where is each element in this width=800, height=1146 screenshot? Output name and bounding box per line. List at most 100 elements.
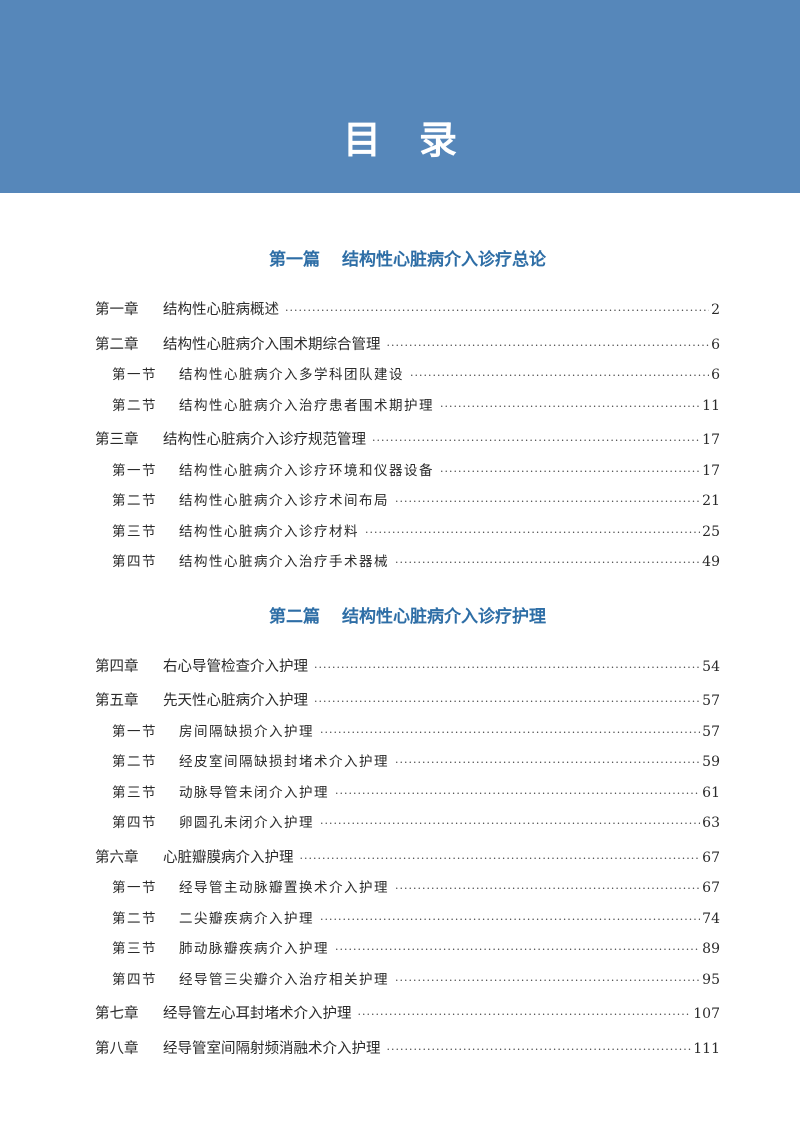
entry-page-number: 107 (693, 1006, 720, 1022)
entry-page-number: 57 (702, 723, 720, 740)
entry-title: 结构性心脏病介入治疗患者围术期护理 (179, 397, 434, 414)
entry-title: 结构性心脏病介入治疗手术器械 (179, 554, 389, 570)
entry-page-number: 67 (702, 880, 720, 896)
entry-number: 第二节 (112, 397, 157, 414)
entry-title: 经导管主动脉瓣置换术介入护理 (179, 880, 389, 896)
entry-number: 第三节 (112, 941, 157, 957)
toc-chapter-entry[interactable]: 第一章 结构性心脏病概述 2 (95, 295, 720, 326)
entry-page-number: 57 (702, 693, 720, 709)
entry-page-number: 74 (702, 910, 720, 927)
toc-section-entry[interactable]: 第一节 结构性心脏病介入诊疗环境和仪器设备 17 (95, 456, 720, 487)
entry-page-number: 67 (702, 849, 720, 866)
part-label: 第二篇 (269, 606, 320, 627)
entry-title: 结构性心脏病介入诊疗环境和仪器设备 (179, 462, 434, 479)
entry-page-number: 17 (702, 462, 720, 479)
entry-page-number: 2 (711, 302, 720, 318)
dot-leader (395, 874, 700, 905)
toc-chapter-entry[interactable]: 第六章 心脏瓣膜病介入护理 67 (95, 843, 720, 874)
entry-number: 第三节 (112, 523, 157, 540)
entry-number: 第一节 (112, 462, 157, 479)
dot-leader (285, 296, 709, 327)
entry-title: 右心导管检查介入护理 (163, 658, 308, 675)
page-title: 目录 (342, 118, 495, 162)
toc-chapter-entry[interactable]: 第五章 先天性心脏病介入护理 57 (95, 686, 720, 717)
toc-section-entry[interactable]: 第三节 肺动脉瓣疾病介入护理 89 (95, 934, 720, 965)
toc-section-entry[interactable]: 第二节 经皮室间隔缺损封堵术介入护理 59 (95, 747, 720, 778)
entry-number: 第一节 (112, 367, 157, 383)
part-title: 第一篇 结构性心脏病介入诊疗总论 (95, 245, 720, 275)
toc-section-entry[interactable]: 第一节 结构性心脏病介入多学科团队建设 6 (95, 360, 720, 391)
entry-number: 第一节 (112, 880, 157, 896)
toc-chapter-entry[interactable]: 第四章 右心导管检查介入护理 54 (95, 652, 720, 683)
entry-page-number: 6 (711, 336, 720, 353)
entry-title: 卵圆孔未闭介入护理 (179, 815, 314, 831)
entry-number: 第八章 (95, 1040, 139, 1057)
dot-leader (335, 935, 700, 966)
entry-number: 第七章 (95, 1006, 139, 1022)
dot-leader (395, 748, 700, 779)
dot-leader (320, 905, 700, 936)
entry-page-number: 11 (702, 397, 720, 414)
dot-leader (440, 457, 700, 488)
toc-chapter-entry[interactable]: 第二章 结构性心脏病介入围术期综合管理 6 (95, 330, 720, 361)
toc-chapter-entry[interactable]: 第三章 结构性心脏病介入诊疗规范管理 17 (95, 425, 720, 456)
entry-number: 第四节 (112, 971, 157, 988)
part-title: 第二篇 结构性心脏病介入诊疗护理 (95, 602, 720, 632)
entry-title: 结构性心脏病介入多学科团队建设 (179, 367, 404, 383)
entry-title: 先天性心脏病介入护理 (163, 693, 308, 709)
entry-title: 结构性心脏病介入围术期综合管理 (163, 336, 381, 353)
toc-section-entry[interactable]: 第一节 房间隔缺损介入护理 57 (95, 717, 720, 748)
dot-leader (395, 966, 700, 997)
entry-page-number: 25 (702, 523, 720, 540)
entry-page-number: 59 (702, 754, 720, 770)
entry-page-number: 6 (711, 367, 720, 383)
toc-section-entry[interactable]: 第二节 结构性心脏病介入治疗患者围术期护理 11 (95, 391, 720, 422)
entry-title: 经导管左心耳封堵术介入护理 (163, 1006, 352, 1022)
toc-section-entry[interactable]: 第二节 结构性心脏病介入诊疗术间布局 21 (95, 486, 720, 517)
entry-title: 结构性心脏病介入诊疗术间布局 (179, 493, 389, 509)
part-name: 结构性心脏病介入诊疗护理 (342, 606, 546, 627)
dot-leader (335, 779, 700, 810)
entry-number: 第三章 (95, 432, 139, 448)
entry-page-number: 111 (693, 1040, 720, 1057)
toc-section-entry[interactable]: 第三节 动脉导管未闭介入护理 61 (95, 778, 720, 809)
entry-title: 结构性心脏病概述 (163, 302, 279, 318)
entry-page-number: 95 (702, 971, 720, 988)
toc-chapter-entry[interactable]: 第七章 经导管左心耳封堵术介入护理 107 (95, 999, 720, 1030)
entry-number: 第一节 (112, 723, 157, 740)
entry-number: 第二节 (112, 754, 157, 770)
entry-number: 第四章 (95, 658, 139, 675)
dot-leader (300, 844, 701, 875)
toc-section-entry[interactable]: 第四节 卵圆孔未闭介入护理 63 (95, 808, 720, 839)
entry-page-number: 49 (702, 554, 720, 570)
entry-number: 第三节 (112, 784, 157, 801)
entry-title: 房间隔缺损介入护理 (179, 723, 314, 740)
toc-chapter-entry[interactable]: 第八章 经导管室间隔射频消融术介入护理 111 (95, 1034, 720, 1065)
entry-number: 第四节 (112, 554, 157, 570)
toc-section-entry[interactable]: 第三节 结构性心脏病介入诊疗材料 25 (95, 517, 720, 548)
entry-title: 心脏瓣膜病介入护理 (163, 849, 294, 866)
part-name: 结构性心脏病介入诊疗总论 (342, 250, 546, 270)
dot-leader (314, 687, 700, 718)
entry-number: 第五章 (95, 693, 139, 709)
dot-leader (387, 331, 710, 362)
entry-title: 经导管室间隔射频消融术介入护理 (163, 1040, 381, 1057)
toc-section-entry[interactable]: 第一节 经导管主动脉瓣置换术介入护理 67 (95, 873, 720, 904)
toc-section-entry[interactable]: 第四节 结构性心脏病介入治疗手术器械 49 (95, 547, 720, 578)
entry-title: 动脉导管未闭介入护理 (179, 784, 329, 801)
dot-leader (395, 487, 700, 518)
entry-number: 第二节 (112, 910, 157, 927)
entry-page-number: 54 (702, 658, 720, 675)
dot-leader (320, 809, 700, 840)
entry-page-number: 61 (702, 784, 720, 801)
dot-leader (314, 653, 700, 684)
dot-leader (387, 1035, 692, 1066)
entry-number: 第四节 (112, 815, 157, 831)
entry-page-number: 21 (702, 493, 720, 509)
dot-leader (410, 361, 709, 392)
entry-number: 第一章 (95, 302, 139, 318)
toc-section-entry[interactable]: 第四节 经导管三尖瓣介入治疗相关护理 95 (95, 965, 720, 996)
toc-section-entry[interactable]: 第二节 二尖瓣疾病介入护理 74 (95, 904, 720, 935)
entry-page-number: 17 (702, 432, 720, 448)
dot-leader (440, 392, 700, 423)
